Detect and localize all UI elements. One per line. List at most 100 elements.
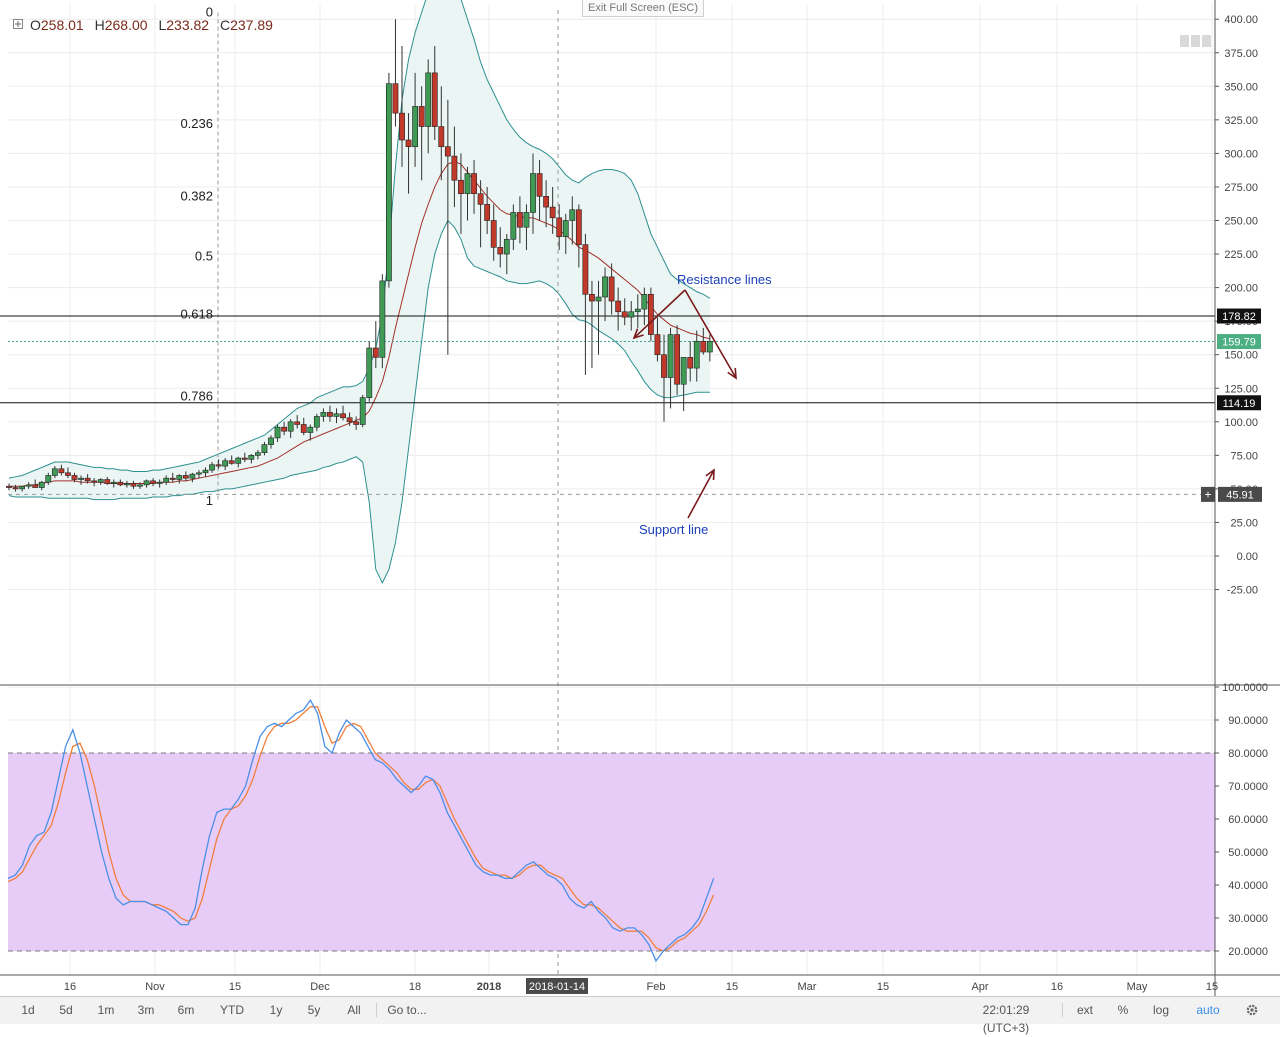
candle-down [654,334,661,356]
ohlc-high-key: H [94,17,105,33]
candle-down [458,179,464,194]
candle-up [19,485,25,490]
candle-up [562,220,569,237]
candle-down [700,340,707,353]
stoch-tick-label: 40.0000 [1228,880,1268,892]
candle-down [497,247,504,255]
range-5d-button[interactable]: 5d [59,1003,73,1017]
time-tick-label: Mar [798,981,817,993]
candle-down [346,417,353,423]
price-tick-label: 150.00 [1224,350,1258,362]
exit-fullscreen-button[interactable]: Exit Full Screen (ESC) [582,0,704,17]
candle-up [274,426,281,439]
range-3m-button[interactable]: 3m [137,1003,155,1017]
price-tick-label: 125.00 [1224,383,1258,395]
resistance-arrow-left-head [632,328,644,340]
time-tick-label: 2018 [477,981,501,993]
goto-date-button[interactable]: Go to... [387,1003,427,1017]
candle-up [602,276,608,298]
candle-down [405,139,412,147]
down-arrow-icon[interactable] [1191,35,1200,47]
percent-toggle[interactable]: % [1117,1003,1129,1017]
candle-up [385,83,392,282]
price-tick-label: 25.00 [1230,517,1258,529]
candle-down [104,479,111,484]
toolbar-divider [1062,1003,1063,1017]
fib-level-label: 0.236 [180,116,213,131]
stochastic-k-line [7,698,715,963]
range-1m-button[interactable]: 1m [97,1003,115,1017]
price-badge-crosshair [1218,486,1262,502]
range-ytd-button[interactable]: YTD [220,1003,244,1017]
support-arrow-head [705,468,715,481]
candle-up [359,397,366,425]
clock-timezone[interactable]: 22:01:29 (UTC+3) [982,1003,1030,1035]
candle-up [202,469,209,474]
stochastic-band [8,753,1215,951]
candle-down [484,204,491,221]
resistance-arrow-left [633,289,686,339]
crosshair-add-button[interactable] [1201,486,1215,502]
candle-up [412,106,418,147]
candle-up [510,212,517,240]
candle-down [58,468,65,474]
up-arrow-icon[interactable] [1180,35,1189,47]
close-icon[interactable] [1202,35,1211,47]
candle-up [693,340,700,369]
stoch-tick-label: 50.0000 [1228,847,1268,859]
candle-down [353,421,360,425]
ohlc-low-value: 233.82 [166,17,210,33]
candle-down [150,480,156,484]
support-arrow [687,469,715,519]
candle-up [530,173,536,213]
candle-up [464,173,471,194]
fib-level-label: 0.382 [180,188,213,203]
candle-down [169,477,176,480]
ohlc-legend: O258.01 H268.00 L233.82 C237.89 [30,17,280,33]
range-5y-button[interactable]: 5y [307,1003,321,1017]
range-1y-button[interactable]: 1y [269,1003,283,1017]
candle-down [490,220,497,248]
candle-down [674,334,680,385]
bollinger-upper-line [8,0,711,479]
resistance-arrow-right [684,289,737,379]
candle-down [438,126,445,147]
candle-up [523,212,530,228]
stoch-tick-label: 90.0000 [1228,715,1268,727]
candle-down [215,464,222,467]
candle-down [399,112,405,141]
candle-up [313,416,320,428]
price-tick-label: 350.00 [1224,81,1258,93]
price-tick-label: 100.00 [1224,417,1258,429]
candle-up [706,340,713,353]
stoch-tick-label: 30.0000 [1228,913,1268,925]
candle-down [589,294,595,302]
fib-level-label: 0.786 [180,388,213,403]
price-tick-label: -25.00 [1227,585,1258,597]
candle-down [661,354,667,378]
timeframe-toolbar: 1d 5d 1m 3m 6m YTD 1y 5y All Go to... 22… [0,996,1280,1035]
candle-down [608,276,615,302]
candle-up [595,296,602,302]
auto-toggle[interactable]: auto [1196,1003,1220,1017]
stoch-tick-label: 20.0000 [1228,946,1268,958]
log-toggle[interactable]: log [1152,1003,1169,1017]
candle-down [444,146,451,157]
candle-up [235,457,242,464]
time-tick-label: 15 [1206,981,1218,993]
candle-up [366,347,373,398]
collapse-legend-icon[interactable] [13,19,23,29]
candle-up [641,294,648,310]
range-all-button[interactable]: All [347,1003,361,1017]
range-1d-button[interactable]: 1d [21,1003,35,1017]
ohlc-open-key: O [30,17,41,33]
ext-toggle[interactable]: ext [1076,1003,1093,1017]
candle-up [379,280,386,358]
candle-down [556,217,563,237]
candle-down [71,475,78,480]
settings-gear-icon[interactable] [1244,1002,1260,1018]
range-6m-button[interactable]: 6m [177,1003,195,1017]
candle-down [647,294,654,335]
